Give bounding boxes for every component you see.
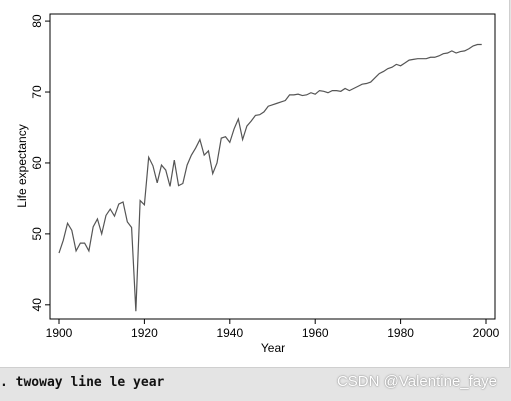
x-tick-label: 1960 <box>302 326 329 340</box>
plot-area <box>49 13 496 320</box>
y-axis-label: Life expectancy <box>15 124 29 207</box>
graph-window: 1900 1920 1940 1960 1980 2000 40 50 60 70 80 Year… <box>0 0 510 368</box>
y-tick-label: 70 <box>30 85 44 99</box>
command-prompt: . <box>0 375 8 390</box>
chart: 1900 1920 1940 1960 1980 2000 40 50 60 70 80 Year… <box>15 13 500 355</box>
x-tick-label: 1940 <box>216 326 243 340</box>
x-axis: 1900 1920 1940 1960 1980 2000 <box>46 319 500 340</box>
x-tick-label: 1980 <box>387 326 414 340</box>
y-tick-label: 80 <box>30 14 44 28</box>
y-tick-label: 40 <box>30 298 44 312</box>
y-axis: 40 50 60 70 80 <box>30 14 50 311</box>
command-line[interactable]: . twoway line le year <box>0 375 164 390</box>
series-line <box>58 43 482 312</box>
y-tick-label: 50 <box>30 227 44 241</box>
command-text: twoway line le year <box>15 375 165 390</box>
x-tick-label: 2000 <box>473 326 500 340</box>
x-tick-label: 1920 <box>131 326 158 340</box>
y-tick-label: 60 <box>30 156 44 170</box>
x-tick-label: 1900 <box>46 326 73 340</box>
watermark: CSDN @Valentine_faye <box>336 373 497 390</box>
x-axis-label: Year <box>261 341 285 355</box>
